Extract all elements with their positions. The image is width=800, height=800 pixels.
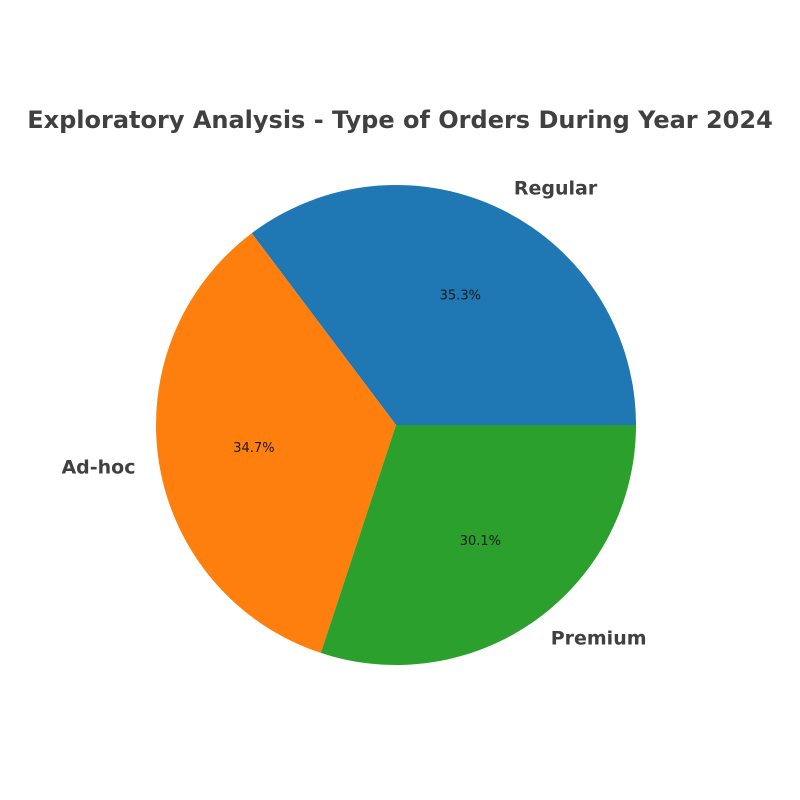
- category-labels: Regular Ad-hoc Premium: [61, 177, 646, 649]
- pie-slice-regular: [251, 185, 637, 425]
- percent-labels: 35.3% 34.7% 30.1%: [233, 289, 501, 550]
- chart-title: Exploratory Analysis - Type of Orders Du…: [27, 106, 773, 134]
- category-label-ad-hoc: Ad-hoc: [61, 456, 135, 478]
- pie-slice-ad-hoc: [156, 233, 396, 653]
- percent-label-regular: 35.3%: [440, 289, 481, 304]
- category-label-regular: Regular: [514, 177, 598, 199]
- pie-slices: [156, 185, 637, 665]
- pie-slice-premium: [320, 425, 636, 665]
- percent-label-ad-hoc: 34.7%: [233, 441, 274, 456]
- category-label-premium: Premium: [551, 627, 647, 649]
- percent-label-premium: 30.1%: [460, 534, 501, 549]
